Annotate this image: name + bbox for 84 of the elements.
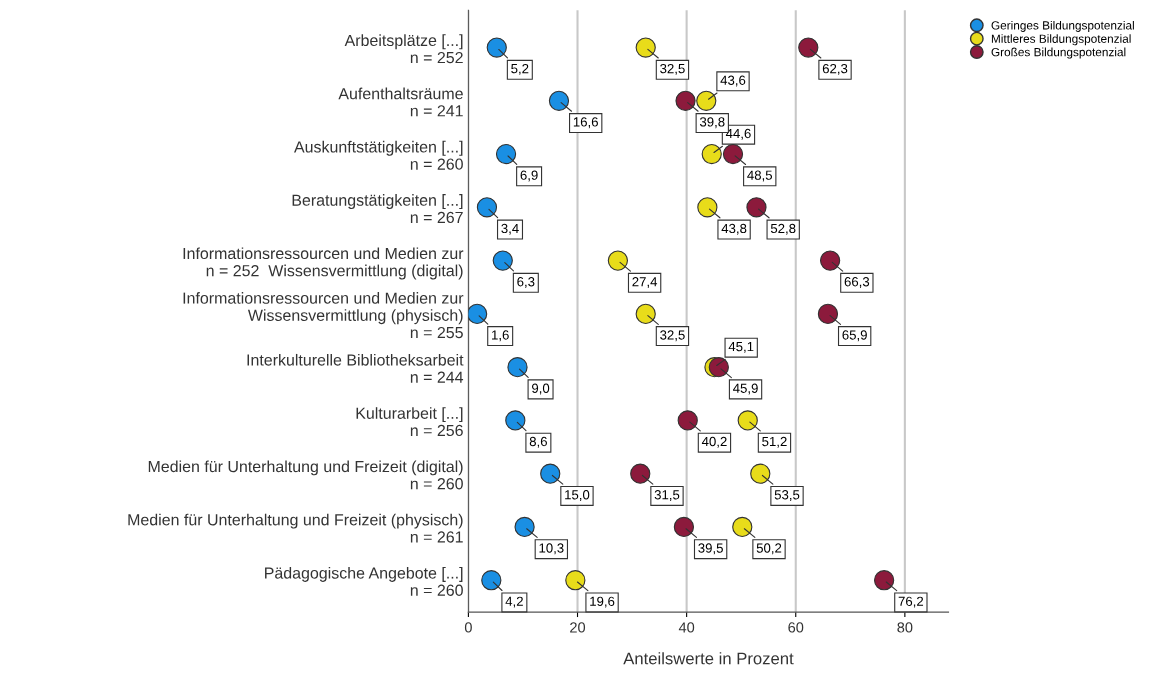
data-label: 1,6	[492, 330, 509, 342]
x-axis-title: Anteilswerte in Prozent	[623, 652, 794, 665]
data-label: 39,5	[698, 543, 723, 555]
data-label: 16,6	[573, 117, 598, 129]
data-label: 31,5	[654, 490, 680, 502]
data-label: 52,8	[770, 223, 796, 235]
data-label: 6,3	[517, 277, 535, 288]
data-label: 19,6	[590, 596, 615, 608]
data-label: 45,9	[733, 383, 758, 395]
point	[722, 143, 744, 165]
data-label: 32,5	[660, 330, 685, 342]
x-tick-label: 80	[897, 622, 913, 633]
point	[486, 37, 507, 58]
point	[476, 197, 498, 218]
legend-label: Großes Bildungspotenzial	[991, 47, 1126, 59]
y-tick-label: Beratungstätigkeiten [...] n = 267	[292, 194, 463, 224]
y-tick-label: Medien für Unterhaltung und Freizeit (physisch) n = 261	[128, 513, 463, 543]
data-label: 43,8	[721, 223, 747, 235]
point	[607, 250, 629, 271]
y-tick-label: Aufenthaltsräume n = 241	[338, 87, 463, 117]
y-tick-label: Kulturarbeit [...] n = 256	[356, 407, 463, 437]
point	[737, 410, 758, 431]
data-label: 48,5	[747, 170, 773, 182]
data-label: 53,5	[774, 490, 800, 502]
point	[819, 250, 841, 271]
point	[677, 410, 698, 431]
data-label: 27,4	[632, 277, 658, 288]
point	[750, 463, 771, 484]
data-label: 5,2	[511, 63, 529, 75]
point	[696, 90, 717, 111]
data-label: 43,6	[720, 75, 746, 87]
data-label: 8,6	[529, 436, 547, 448]
point	[798, 37, 819, 58]
y-tick-label: Medien für Unterhaltung und Freizeit (digital) n = 260	[148, 460, 463, 490]
point	[701, 143, 722, 165]
point	[492, 250, 513, 271]
point	[697, 197, 718, 218]
point	[673, 516, 695, 538]
data-label: 51,2	[762, 436, 787, 448]
data-label: 10,3	[539, 543, 564, 555]
data-label: 76,2	[898, 596, 924, 608]
point	[548, 90, 570, 111]
point	[630, 463, 651, 484]
data-label: 4,2	[505, 596, 523, 608]
y-tick-label: Arbeitsplätze [...] n = 252	[344, 34, 463, 64]
data-label: 15,0	[565, 490, 590, 502]
point	[540, 463, 561, 484]
y-tick-label: Interkulturelle Bibliotheksarbeit n = 244	[247, 353, 464, 383]
point	[635, 37, 656, 58]
x-tick-label: 20	[570, 622, 586, 633]
point	[732, 516, 753, 538]
data-label: 65,9	[842, 330, 867, 342]
x-tick-label: 0	[464, 622, 472, 633]
data-label: 9,0	[532, 383, 550, 395]
point	[565, 570, 586, 591]
point	[874, 570, 895, 591]
data-label: 39,8	[699, 117, 725, 129]
point	[505, 410, 526, 431]
x-tick-label: 60	[788, 622, 804, 633]
x-tick-label: 40	[678, 622, 695, 633]
data-label: 50,2	[756, 543, 782, 555]
data-label: 44,6	[725, 128, 751, 140]
legend-label: Mittleres Bildungspotenzial	[991, 34, 1131, 46]
legend-label: Geringes Bildungspotenzial	[991, 20, 1134, 32]
point	[675, 90, 696, 111]
point	[468, 303, 488, 325]
data-label: 66,3	[844, 277, 870, 288]
point	[635, 303, 656, 325]
data-label: 45,1	[728, 342, 754, 353]
data-label: 32,5	[660, 63, 685, 75]
y-tick-label: Pädagogische Angebote [...] n = 260	[265, 566, 463, 596]
y-tick-label: Auskunftstätigkeiten [...] n = 260	[294, 140, 463, 170]
point	[495, 143, 517, 165]
point	[481, 570, 502, 591]
point	[817, 303, 839, 325]
data-label: 40,2	[701, 436, 727, 448]
point	[514, 516, 535, 538]
data-label: 62,3	[822, 63, 848, 75]
data-label: 3,4	[501, 223, 519, 235]
y-tick-label: Informationsressourcen und Medien zur Wissensvermittlung (physisch) n = 255	[183, 292, 464, 339]
point	[507, 357, 528, 378]
y-tick-label: Informationsressourcen und Medien zur n = 252 Wissensvermittlung (digital)	[183, 247, 464, 280]
point	[746, 197, 767, 218]
data-label: 6,9	[520, 170, 538, 182]
